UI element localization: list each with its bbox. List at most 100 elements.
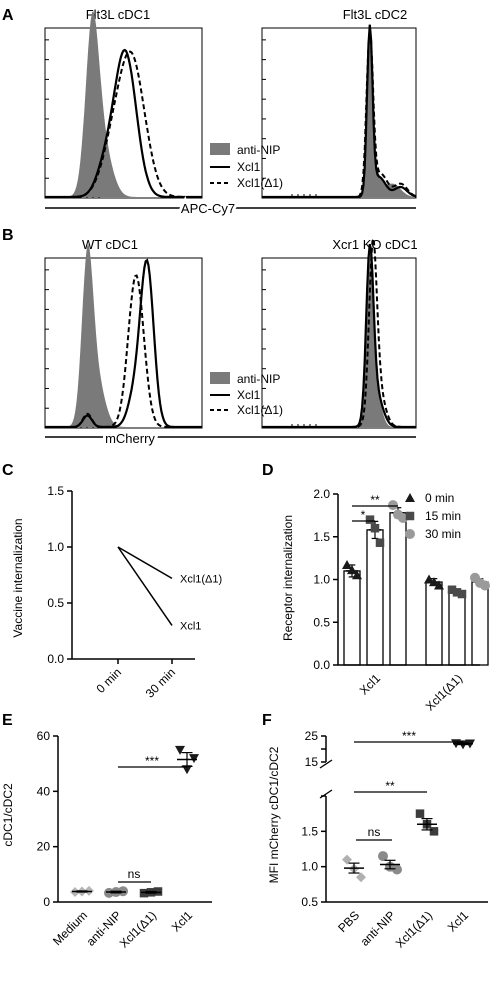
panel-b-xlabel: mCherry	[105, 431, 155, 446]
hist-b-left-xcl1-curve	[45, 258, 202, 429]
chart-d-ylabel: Receptor internalization	[281, 515, 295, 641]
chart-f-sig-label: ns	[368, 825, 381, 839]
chart-d-y-tick-label: 0.0	[313, 658, 330, 672]
hist-a-right-frame	[261, 27, 417, 199]
chart-d-point	[424, 574, 434, 584]
legend-a-anti-nip-label: anti-NIP	[237, 143, 280, 157]
chart-f-point	[415, 809, 425, 818]
chart-c-line-1	[117, 546, 173, 626]
chart-d-x-label: Xcl1	[357, 671, 384, 698]
chart-e-x-label: Xcl1(Δ1)	[117, 908, 159, 950]
chart-d-y-tick-label: 1.0	[313, 573, 330, 587]
chart-e-point	[175, 745, 185, 755]
chart-d-bar	[343, 570, 361, 666]
panel-letter-f: F	[262, 712, 272, 729]
chart-e-point	[189, 754, 199, 764]
hist-b-right-xcl1-curve	[262, 243, 416, 429]
chart-e-point	[139, 888, 149, 898]
chart-c-y-tick-label: 1.5	[47, 484, 64, 498]
chart-d-legend-marker	[405, 493, 415, 502]
chart-d-x-label: Xcl1(Δ1)	[423, 671, 465, 713]
chart-d-bar	[448, 591, 466, 666]
hist-b-left-frame	[44, 257, 203, 429]
chart-d-legend-label: 15 min	[425, 509, 461, 523]
hist-a-left-xcl1-delta-curve	[45, 50, 202, 198]
chart-c-y-tick-label: 0.0	[47, 652, 64, 666]
chart-d-point	[342, 559, 352, 569]
chart-e-point	[118, 886, 128, 897]
chart-d-y-tick-label: 1.5	[313, 530, 330, 544]
chart-e-ylabel: cDC1/cDC2	[1, 783, 15, 847]
chart-c-line-0	[117, 546, 173, 580]
chart-f-axis-break	[319, 759, 333, 769]
chart-f-axis-break	[319, 789, 333, 799]
chart-d-point	[452, 588, 462, 597]
chart-f-point	[356, 872, 366, 883]
chart-f-ylabel: MFI mCherry cDC1/cDC2	[267, 746, 281, 883]
chart-f-sig-label: **	[385, 779, 395, 793]
panel-a-histograms	[44, 11, 417, 199]
chart-f-point	[342, 854, 352, 865]
chart-e-sig-label: ns	[128, 867, 141, 881]
chart-d-legend-marker	[405, 529, 415, 539]
legend-a-delta-label: Xcl1(Δ1)	[237, 176, 283, 190]
chart-d-point	[398, 512, 408, 523]
chart-f-x-label: Xcl1(Δ1)	[393, 908, 435, 950]
chart-c-x-label: 30 min	[143, 665, 178, 700]
panel-letter-b: B	[2, 227, 14, 244]
hist-b-right-xcl1-delta-curve	[262, 234, 416, 428]
panel-letter-d: D	[262, 462, 274, 479]
chart-e-x-label: Medium	[50, 908, 90, 948]
hist-b-right-frame	[261, 257, 417, 429]
chart-f-y-tick-label: 25	[305, 729, 319, 743]
chart-c-series-label: Xcl1(Δ1)	[180, 573, 222, 585]
chart-f-y-tick-label: 15	[305, 755, 319, 769]
panel-letter-a: A	[2, 7, 14, 24]
chart-c: 0.0 0.5 1.0 1.5 Vaccine internalization 0 min…	[11, 484, 222, 701]
chart-f-sig-label: ***	[402, 729, 416, 743]
panel-letter-e: E	[2, 712, 13, 729]
chart-f-point	[429, 827, 439, 836]
chart-d-point	[429, 577, 439, 587]
chart-d-sig-label: *	[361, 508, 366, 522]
chart-d-legend-marker	[405, 511, 415, 521]
panel-a-legend: anti-NIP Xcl1 Xcl1(Δ1)	[210, 143, 283, 190]
hist-a-right-anti-nip-fill	[262, 23, 416, 197]
chart-c-x-label: 0 min	[93, 665, 124, 696]
legend-a-anti-nip-swatch	[210, 143, 230, 155]
chart-e-y-tick-label: 40	[37, 784, 51, 798]
chart-d-bar	[389, 512, 407, 666]
legend-b-anti-nip-swatch	[210, 372, 230, 384]
chart-d-sig-label: **	[370, 493, 380, 507]
hist-a-left-xcl1-curve	[45, 48, 202, 199]
legend-b-delta-label: Xcl1(Δ1)	[237, 403, 283, 417]
chart-f-x-label: PBS	[335, 908, 362, 935]
panel-b-histograms	[44, 234, 417, 429]
chart-d-point	[365, 515, 375, 524]
chart-e-point	[153, 887, 163, 896]
legend-b-anti-nip-label: anti-NIP	[237, 372, 280, 386]
chart-c-series-label: Xcl1	[180, 620, 201, 632]
hist-a-right-xcl1-delta-curve	[262, 30, 417, 198]
chart-d-bar	[366, 529, 384, 666]
panel-a-left-title: Flt3L cDC1	[86, 7, 151, 22]
chart-c-ylabel: Vaccine internalization	[11, 518, 25, 637]
chart-f-x-label: anti-NIP	[358, 908, 399, 949]
chart-f-point	[378, 851, 388, 862]
hist-a-right-xcl1-curve	[262, 24, 417, 199]
chart-d-point	[352, 570, 362, 580]
chart-d-legend-label: 0 min	[425, 491, 454, 505]
chart-d-bar	[471, 581, 489, 666]
chart-d-y-tick-label: 0.5	[313, 615, 330, 629]
panel-a-xlabel: APC-Cy7	[181, 201, 235, 216]
panel-a-right-title: Flt3L cDC2	[343, 7, 408, 22]
chart-d-point	[347, 565, 357, 575]
legend-b-xcl1-label: Xcl1	[237, 388, 261, 402]
chart-f-y-tick-label: 1.5	[301, 824, 318, 838]
chart-d-y-tick-label: 2.0	[313, 487, 330, 501]
chart-c-y-tick-label: 1.0	[47, 540, 64, 554]
chart-d-point	[388, 500, 398, 511]
chart-d-point	[457, 589, 467, 599]
chart-e-y-tick-label: 60	[37, 729, 51, 743]
